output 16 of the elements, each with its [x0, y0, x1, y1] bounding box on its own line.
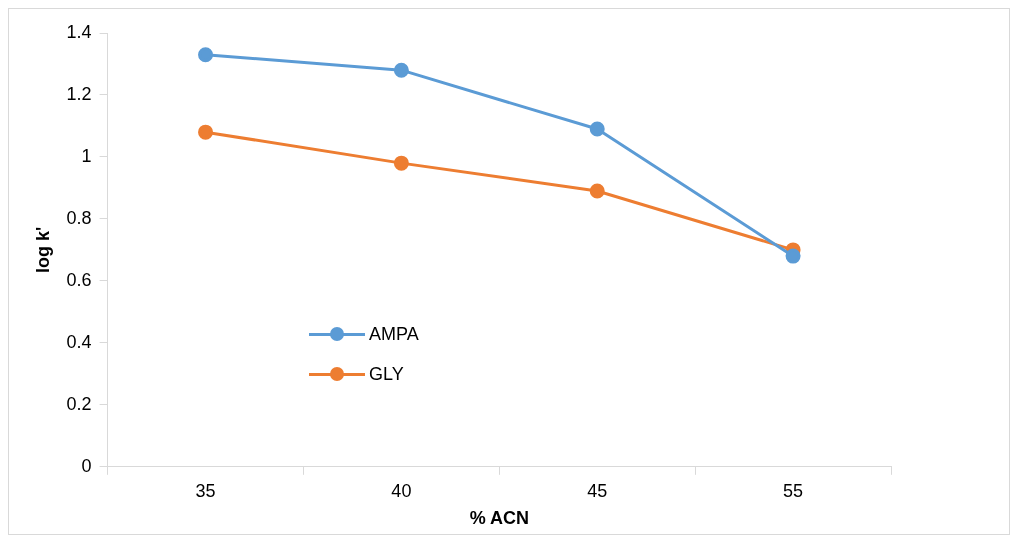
y-tick-label: 0.2 [66, 393, 92, 414]
y-tick-label: 0.8 [66, 207, 92, 228]
legend-label: AMPA [369, 323, 419, 345]
y-tick-label: 0.4 [66, 331, 92, 352]
x-tick-label: 45 [587, 480, 608, 501]
legend-label: GLY [369, 363, 404, 385]
x-tick-label: 55 [783, 480, 804, 501]
y-tick-label: 0.6 [66, 269, 92, 290]
y-tick-label: 1.4 [66, 21, 92, 42]
y-tick-label: 1.2 [66, 83, 92, 104]
y-tick-label: 1 [81, 145, 92, 166]
x-tick-label: 40 [391, 480, 412, 501]
x-tick-label: 35 [195, 480, 216, 501]
x-axis-title: % ACN [469, 508, 529, 529]
y-tick-label: 0 [81, 455, 92, 476]
y-axis-title: log k' [32, 226, 53, 274]
